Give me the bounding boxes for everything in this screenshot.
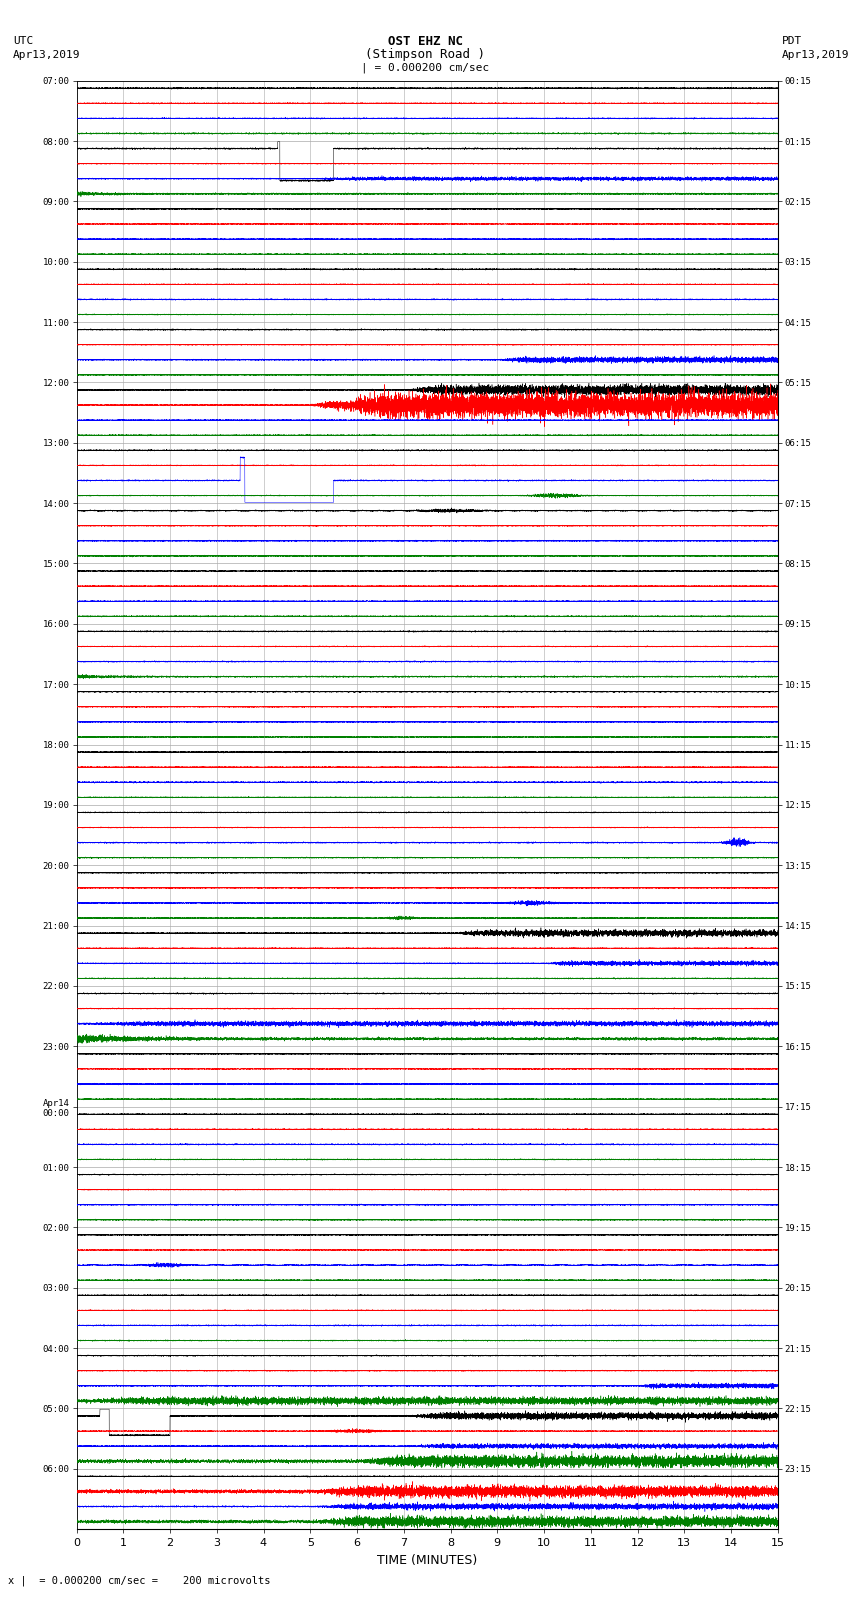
Text: UTC: UTC (13, 35, 33, 47)
Text: (Stimpson Road ): (Stimpson Road ) (365, 48, 485, 61)
Text: PDT: PDT (782, 35, 802, 47)
Text: | = 0.000200 cm/sec: | = 0.000200 cm/sec (361, 63, 489, 73)
Text: Apr13,2019: Apr13,2019 (782, 50, 849, 60)
Text: x |  = 0.000200 cm/sec =    200 microvolts: x | = 0.000200 cm/sec = 200 microvolts (8, 1576, 271, 1586)
X-axis label: TIME (MINUTES): TIME (MINUTES) (377, 1553, 477, 1566)
Text: Apr13,2019: Apr13,2019 (13, 50, 80, 60)
Text: OST EHZ NC: OST EHZ NC (388, 34, 462, 48)
